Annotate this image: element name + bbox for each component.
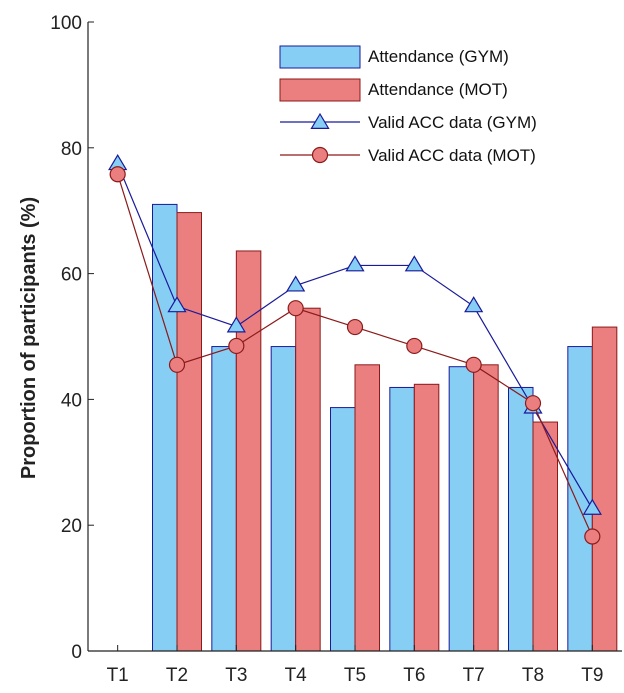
point-valid-acc-data-mot-t2 [168, 356, 186, 373]
bars-layer [152, 203, 618, 652]
bar-attendance-gym-t6 [389, 386, 415, 652]
bar-attendance-mot-t6 [413, 383, 440, 652]
bar-attendance-gym-t8 [508, 386, 534, 652]
point-valid-acc-data-mot-t6 [406, 337, 423, 355]
legend-swatch-attendance-gym [279, 45, 361, 69]
bar-attendance-mot-t2 [176, 212, 202, 652]
point-valid-acc-data-gym-t5 [345, 255, 365, 272]
point-valid-acc-data-gym-t2 [167, 296, 187, 313]
x-tick-label: T6 [403, 665, 425, 686]
y-tick-label: 40 [61, 390, 82, 411]
x-tick-label: T7 [463, 665, 485, 686]
point-valid-acc-data-gym-t9 [582, 498, 602, 515]
y-axis-label: Proportion of participants (%) [18, 197, 40, 479]
legend-swatch-attendance-mot [279, 78, 361, 102]
y-tick-label: 0 [71, 642, 82, 663]
bar-attendance-gym-t7 [448, 366, 475, 652]
legend-marker-valid-acc-data-mot [311, 146, 329, 164]
axes-layer: 0 20 40 60 80 100 T1 T2 T3 T4 T5 T6 T7 T8 T9 [50, 13, 622, 686]
y-tick-label: 80 [61, 139, 82, 160]
legend: Attendance (GYM) Attendance (MOT) Valid AC… [279, 45, 537, 165]
bar-attendance-mot-t5 [354, 364, 380, 652]
point-valid-acc-data-gym-t6 [404, 255, 424, 272]
bar-attendance-mot-t4 [295, 307, 321, 652]
point-valid-acc-data-mot-t5 [346, 318, 364, 336]
point-valid-acc-data-mot-t3 [228, 337, 245, 355]
bar-attendance-gym-t5 [330, 407, 356, 652]
bar-attendance-mot-t9 [591, 326, 618, 652]
legend-label-attendance-gym: Attendance (GYM) [368, 47, 509, 66]
point-valid-acc-data-mot-t4 [287, 300, 304, 317]
x-tick-label: T4 [285, 665, 308, 686]
bar-attendance-gym-t3 [211, 346, 237, 652]
bar-attendance-gym-t4 [270, 346, 297, 652]
point-valid-acc-data-mot-t9 [584, 528, 601, 545]
x-tick-label: T2 [166, 665, 188, 686]
x-tick-label: T5 [344, 665, 366, 686]
y-tick-label: 60 [61, 265, 82, 286]
lines-layer [108, 153, 602, 545]
y-tick-label: 20 [61, 516, 82, 537]
x-tick-label: T1 [107, 665, 129, 686]
point-valid-acc-data-mot-t7 [465, 356, 482, 373]
legend-label-attendance-mot: Attendance (MOT) [368, 80, 508, 99]
bar-attendance-mot-t3 [235, 250, 262, 652]
point-valid-acc-data-gym-t3 [226, 316, 246, 333]
bar-attendance-gym-t9 [567, 346, 593, 652]
x-tick-label: T9 [581, 665, 603, 686]
x-tick-label: T8 [522, 665, 544, 686]
point-valid-acc-data-mot-t8 [524, 395, 542, 412]
point-valid-acc-data-gym-t4 [286, 275, 306, 292]
bar-attendance-mot-t8 [532, 421, 558, 652]
legend-label-valid-acc-data-gym: Valid ACC data (GYM) [368, 113, 537, 132]
y-tick-label: 100 [50, 13, 82, 34]
point-valid-acc-data-mot-t1 [109, 166, 126, 183]
legend-marker-valid-acc-data-gym [310, 112, 330, 129]
bar-attendance-gym-t2 [152, 203, 178, 652]
bar-attendance-mot-t7 [473, 364, 499, 652]
x-tick-label: T3 [225, 665, 247, 686]
legend-label-valid-acc-data-mot: Valid ACC data (MOT) [368, 146, 536, 165]
point-valid-acc-data-gym-t7 [464, 296, 484, 313]
